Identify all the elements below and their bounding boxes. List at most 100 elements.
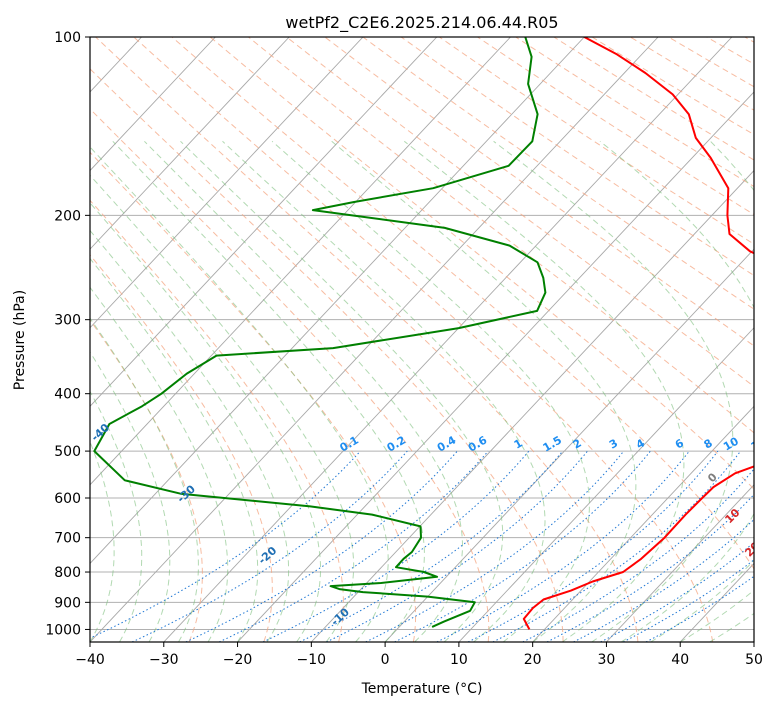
y-tick-label: 1000: [45, 622, 81, 638]
isotherm-line: [163, 37, 733, 642]
mixing-ratio-label: 13: [749, 435, 769, 454]
y-tick-label: 200: [54, 208, 81, 224]
dry-adiabat-line: [90, 68, 564, 642]
mixing-ratio-line: [522, 468, 754, 642]
isotherm-line: [606, 484, 754, 642]
mixing-ratio-line: [600, 541, 754, 642]
dry-adiabat-line: [706, 37, 754, 65]
y-axis-label: Pressure (hPa): [12, 290, 28, 390]
dry-adiabat-line: [90, 151, 417, 642]
moist-adiabat-line: [90, 390, 143, 642]
dry-adiabat-line: [90, 254, 273, 642]
moist-adiabat-label: 20: [742, 539, 762, 559]
moist-adiabat-line: [90, 174, 355, 642]
dry-adiabat-line: [248, 37, 754, 434]
mixing-ratio-label: 16: [771, 434, 775, 453]
isotherm-line: [90, 37, 585, 565]
mixing-ratio-line: [218, 450, 489, 642]
x-tick-label: −20: [223, 652, 253, 668]
dry-adiabat-line: [209, 37, 754, 490]
dry-adiabat-line: [286, 37, 754, 388]
x-tick-label: 40: [671, 652, 689, 668]
dry-adiabat-line: [668, 37, 754, 88]
dry-adiabat-line: [324, 37, 754, 347]
background-lines: [0, 37, 754, 642]
dry-adiabat-line: [439, 37, 754, 245]
mixing-ratio-line: [262, 450, 530, 642]
mixing-ratio-line: [645, 575, 754, 642]
y-tick-label: 300: [54, 313, 81, 329]
mixing-ratio-label: 3: [607, 437, 620, 452]
isotherm-line: [90, 37, 511, 486]
moist-adiabat-line: [222, 140, 546, 642]
mixing-ratio-line: [622, 559, 754, 642]
dry-adiabat-line: [515, 37, 754, 188]
dry-adiabat-line: [133, 37, 714, 642]
mixing-ratio-line: [436, 450, 690, 642]
plot-area: 0.10.20.40.611.52346810131620253036-100-…: [0, 37, 775, 642]
mixing-ratio-line: [492, 450, 741, 642]
moist-adiabat-line: [90, 202, 321, 642]
isotherm-line: [384, 248, 754, 642]
x-tick-label: 20: [524, 652, 542, 668]
x-tick-label: −40: [75, 652, 105, 668]
y-tick-label: 100: [54, 30, 81, 46]
y-tick-label: 800: [54, 565, 81, 581]
plot-frame: [89, 36, 755, 643]
moist-adiabat-line: [709, 612, 754, 642]
moist-adiabat-line: [180, 140, 504, 642]
moist-adiabat-line: [90, 440, 115, 642]
moist-adiabat-line: [90, 317, 199, 642]
moist-adiabat-line: [90, 146, 389, 642]
moist-adiabat-line: [271, 140, 590, 642]
mixing-ratio-label: 8: [702, 437, 715, 452]
dry-adiabat-line: [90, 199, 344, 642]
dry-adiabat-line: [90, 108, 490, 642]
mixing-ratio-line: [326, 450, 588, 642]
isotherm-line: [237, 91, 754, 642]
y-tick-label: 600: [54, 491, 81, 507]
y-tick-label: 700: [54, 531, 81, 547]
mixing-ratio-label: 6: [673, 436, 686, 451]
x-tick-label: 10: [450, 652, 468, 668]
isotherm-line: [0, 37, 68, 642]
y-tick-label: 400: [54, 387, 81, 403]
dry-adiabat-label: -10: [328, 605, 352, 628]
moist-adiabat-line: [331, 140, 637, 642]
x-tick-label: 50: [745, 652, 763, 668]
moist-adiabat-line: [679, 589, 754, 642]
x-tick-label: −30: [149, 652, 179, 668]
mixing-ratio-line: [185, 450, 458, 642]
series-layer: [93, 37, 754, 630]
x-tick-label: 0: [381, 652, 390, 668]
dry-adiabat-line: [400, 37, 754, 277]
isotherm-line: [458, 327, 754, 642]
dry-adiabat-line: [171, 37, 754, 570]
mixing-ratio-line: [365, 450, 625, 642]
moist-adiabat-line: [90, 257, 259, 642]
moist-adiabat-line: [599, 140, 754, 642]
moist-adiabat-label: 0: [705, 470, 720, 485]
mixing-ratio-line: [131, 450, 408, 642]
isotherm-line: [90, 37, 364, 329]
moist-adiabat-label: 30: [762, 569, 775, 589]
y-axis-ticks: 100 200 300 400 500 600 700 800 900 1000: [45, 30, 90, 638]
dry-adiabat-label: -20: [256, 544, 280, 567]
x-tick-label: 30: [598, 652, 616, 668]
mixing-ratio-line: [299, 450, 564, 642]
isotherm-line: [310, 169, 754, 642]
x-tick-label: −10: [297, 652, 327, 668]
isotherm-line: [90, 37, 290, 250]
mixing-ratio-line: [546, 493, 754, 642]
isotherm-line: [90, 37, 659, 642]
y-tick-label: 500: [54, 444, 81, 460]
isotherm-line: [90, 37, 216, 172]
dry-adiabat-label: -30: [175, 482, 199, 505]
moist-adiabat-line: [650, 140, 754, 642]
y-tick-label: 900: [54, 595, 81, 611]
dry-adiabat-line: [90, 319, 203, 642]
mixing-ratio-line: [467, 450, 719, 642]
dewpoint-profile-line: [93, 37, 547, 628]
moist-adiabat-line: [90, 351, 171, 642]
